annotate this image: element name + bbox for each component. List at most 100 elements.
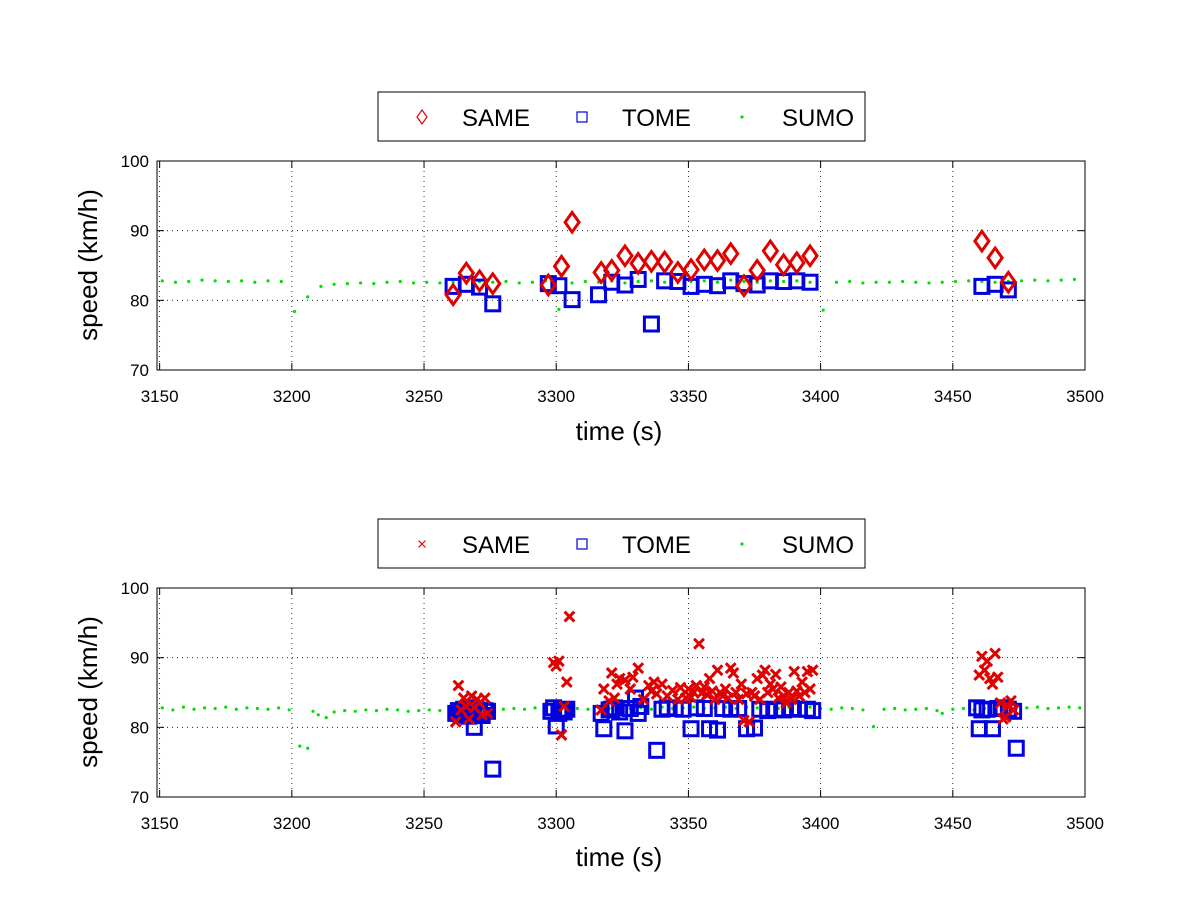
x-tick-label: 3300 [537, 814, 575, 833]
same-point [632, 662, 645, 675]
sumo-point [808, 280, 812, 284]
same-point [759, 664, 772, 677]
sumo-point [374, 709, 379, 713]
sumo-point [893, 706, 897, 711]
sumo-point [961, 706, 965, 711]
sumo-point [501, 707, 505, 711]
same-point [656, 678, 668, 691]
plot-area [156, 160, 1086, 371]
tome-point [563, 291, 581, 309]
same-point [552, 655, 565, 668]
same-point [787, 250, 806, 276]
legend-bottom: SAME TOME SUMO [377, 518, 866, 569]
same-point [457, 692, 470, 705]
same-point [539, 272, 558, 298]
same-point [642, 248, 661, 274]
x-tick-label: 3500 [1066, 387, 1104, 406]
same-point [1005, 694, 1017, 707]
tome-point [695, 700, 713, 718]
sumo-point [358, 281, 363, 285]
sumo-point [861, 708, 865, 712]
sumo-point [353, 709, 357, 713]
sumo-point [663, 280, 667, 284]
legend-same-symbol [418, 540, 426, 548]
same-point [1007, 703, 1020, 716]
sumo-point [900, 279, 905, 284]
same-point [555, 729, 568, 741]
sumo-point [226, 279, 230, 284]
sumo-point [768, 279, 772, 283]
axis-ticks: 3150 3200 3250 3300 3350 3400 3450 3500 70 80 90 10… [121, 152, 1104, 406]
y-tick-label: 100 [121, 579, 149, 598]
tome-point [632, 697, 650, 715]
legend-same-symbol [416, 108, 428, 126]
series-sumo [160, 277, 1077, 314]
sumo-point [173, 280, 178, 284]
sumo-point [364, 708, 368, 712]
same-point [698, 680, 711, 693]
tome-point [709, 721, 727, 739]
same-point [619, 673, 631, 686]
same-point [788, 665, 801, 678]
sumo-point [742, 279, 746, 284]
tome-point [999, 281, 1017, 299]
y-tick-label: 70 [130, 361, 149, 380]
tome-point [590, 286, 608, 304]
same-point [457, 260, 476, 286]
sumo-point [927, 281, 931, 285]
sumo-point [924, 706, 928, 711]
same-point [801, 243, 819, 269]
sumo-point [808, 705, 812, 709]
same-point [735, 678, 748, 691]
same-point [806, 664, 819, 677]
same-point [444, 282, 462, 308]
sumo-point [715, 280, 720, 284]
same-point [711, 664, 724, 677]
sumo-point [311, 709, 315, 713]
tome-point [550, 277, 568, 295]
sumo-point [903, 708, 907, 712]
grid-lines [157, 161, 1085, 370]
sumo-point [504, 279, 508, 284]
sumo-point [702, 279, 706, 283]
same-point [991, 671, 1004, 684]
sumo-point [623, 281, 627, 285]
sumo-point [729, 278, 733, 282]
sumo-point [993, 280, 997, 284]
legend-tome-label: TOME [622, 105, 691, 132]
sumo-point [406, 709, 410, 713]
sumo-point [1035, 705, 1040, 709]
same-point [708, 248, 727, 274]
sumo-point [953, 279, 958, 284]
tome-point [616, 722, 634, 740]
sumo-point [1059, 278, 1063, 282]
sumo-point [192, 707, 196, 711]
sumo-point [279, 279, 283, 284]
series-same [444, 209, 1018, 308]
sumo-point [332, 710, 336, 714]
y-tick-label: 90 [130, 649, 149, 668]
sumo-point [649, 279, 654, 283]
same-point [558, 700, 571, 713]
same-point [804, 683, 816, 695]
sumo-point [245, 706, 249, 710]
sumo-point [427, 708, 431, 712]
sumo-point [306, 746, 310, 750]
sumo-point [840, 706, 844, 710]
sumo-point [914, 707, 918, 711]
sumo-point [395, 708, 400, 712]
same-point [478, 692, 491, 705]
sumo-point [533, 706, 537, 710]
sumo-point [1056, 706, 1061, 710]
sumo-point [861, 281, 865, 285]
sumo-point [522, 707, 527, 711]
same-point [666, 684, 679, 697]
same-point [626, 671, 639, 684]
legend-sumo-label: SUMO [782, 105, 854, 132]
same-point [563, 610, 576, 623]
legend-sumo-marker [740, 542, 744, 546]
sumo-point [491, 280, 495, 284]
same-point [470, 268, 489, 294]
same-point [785, 693, 798, 706]
sumo-point [160, 706, 164, 710]
